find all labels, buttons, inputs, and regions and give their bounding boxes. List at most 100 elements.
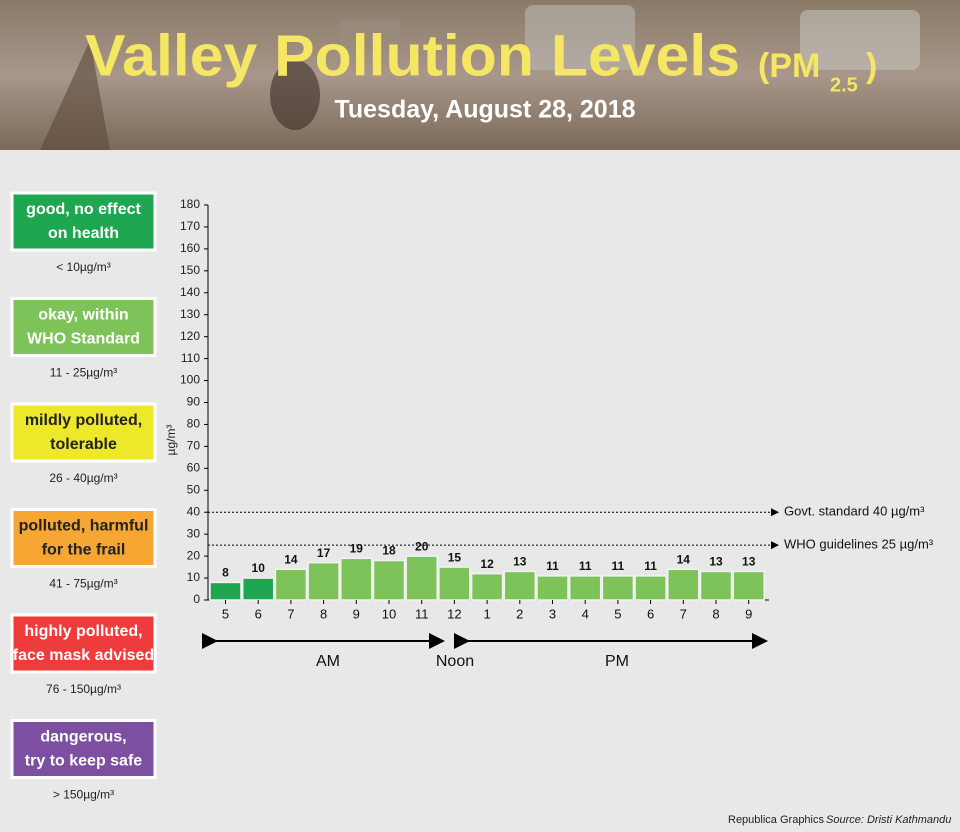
bar	[372, 559, 406, 601]
y-tick-label: 0	[193, 592, 200, 606]
legend-box	[10, 508, 157, 568]
subtitle: Tuesday, August 28, 2018	[334, 96, 635, 124]
y-tick-label: 160	[180, 241, 200, 255]
value-label: 11	[612, 559, 625, 573]
bar	[601, 575, 635, 601]
reference-label: WHO guidelines 25 µg/m³	[784, 537, 934, 552]
x-tick-label: 12	[447, 606, 461, 621]
legend-label: WHO Standard	[27, 331, 140, 348]
legend-range: < 10µg/m³	[56, 260, 111, 274]
legend-range: 11 - 25µg/m³	[50, 366, 117, 380]
value-label: 20	[415, 539, 429, 553]
y-tick-label: 30	[187, 526, 201, 540]
x-tick-label: 7	[680, 606, 687, 621]
value-label: 12	[480, 557, 494, 571]
x-tick-label: 8	[712, 606, 719, 621]
value-label: 11	[644, 559, 657, 573]
x-tick-label: 10	[382, 606, 396, 621]
title-pm-sub: 2.5	[830, 74, 858, 96]
legend-range: 26 - 40µg/m³	[49, 471, 117, 485]
y-tick-label: 40	[187, 504, 201, 518]
reference-label: Govt. standard 40 µg/m³	[784, 504, 925, 519]
photo-shapes	[40, 5, 920, 150]
bar	[699, 570, 733, 601]
x-tick-label: 7	[287, 606, 294, 621]
bar	[536, 575, 569, 601]
period-label: Noon	[436, 653, 474, 670]
value-label: 11	[546, 559, 559, 573]
value-label: 13	[742, 555, 756, 569]
value-label: 19	[350, 541, 364, 555]
y-tick-label: 110	[181, 351, 200, 365]
bar	[503, 570, 537, 601]
x-tick-label: 9	[745, 606, 752, 621]
y-tick-label: 70	[187, 439, 201, 453]
y-tick-label: 150	[180, 263, 200, 277]
title: Valley Pollution Levels	[85, 23, 740, 88]
legend-label: highly polluted,	[24, 623, 142, 640]
value-label: 17	[317, 546, 331, 560]
x-tick-label: 11	[415, 606, 429, 621]
y-axis-label: µg/m³	[164, 425, 178, 456]
value-label: 11	[579, 559, 592, 573]
legend-label: try to keep safe	[25, 753, 142, 770]
y-tick-label: 50	[187, 482, 201, 496]
bar	[209, 581, 242, 601]
x-tick-label: 5	[614, 606, 621, 621]
y-tick-label: 180	[180, 197, 200, 211]
legend-box	[10, 719, 157, 779]
bar	[568, 575, 602, 601]
legend-box	[10, 191, 157, 252]
legend-range: > 150µg/m³	[53, 788, 114, 802]
legend-box	[10, 297, 157, 357]
y-tick-label: 120	[180, 329, 200, 343]
y-tick-label: 20	[187, 548, 201, 562]
value-label: 18	[382, 544, 396, 558]
legend-box	[10, 613, 157, 674]
bar	[470, 572, 504, 601]
value-label: 8	[222, 566, 229, 580]
x-tick-label: 8	[320, 606, 327, 621]
y-tick-label: 100	[180, 373, 200, 387]
legend-label: tolerable	[50, 436, 117, 453]
legend-box	[10, 402, 157, 463]
legend-label: face mask advised	[13, 647, 154, 664]
legend-label: polluted, harmful	[19, 518, 149, 535]
x-tick-label: 9	[353, 606, 360, 621]
legend-label: for the frail	[42, 542, 126, 559]
value-label: 10	[252, 561, 266, 575]
x-tick-label: 4	[582, 606, 589, 621]
bar	[340, 557, 373, 601]
legend-range: 41 - 75µg/m³	[49, 577, 117, 591]
legend-label: okay, within	[38, 307, 128, 324]
x-tick-label: 3	[549, 606, 556, 621]
bar	[405, 555, 438, 601]
period-label: PM	[605, 653, 629, 670]
bar	[274, 568, 308, 601]
x-tick-label: 1	[483, 606, 490, 621]
y-tick-label: 170	[180, 219, 200, 233]
period-label: AM	[316, 653, 340, 670]
legend-label: mildly polluted,	[25, 412, 142, 429]
y-tick-label: 10	[187, 570, 201, 584]
bar	[667, 568, 700, 601]
y-tick-label: 60	[187, 461, 201, 475]
value-label: 13	[709, 555, 723, 569]
y-tick-label: 90	[187, 395, 201, 409]
value-label: 13	[513, 555, 527, 569]
legend-range: 76 - 150µg/m³	[46, 682, 121, 696]
bar	[438, 566, 471, 601]
bar	[732, 570, 765, 601]
x-tick-label: 6	[255, 606, 262, 621]
x-tick-label: 2	[516, 606, 523, 621]
title-pm-close: )	[866, 47, 877, 85]
title-pm: (PM	[758, 47, 820, 85]
value-label: 14	[677, 552, 691, 566]
x-tick-label: 6	[647, 606, 654, 621]
credit-agency: Republica Graphics	[728, 814, 824, 826]
x-tick-label: 5	[222, 606, 229, 621]
legend-label: on health	[48, 225, 119, 242]
legend-label: dangerous,	[40, 729, 126, 746]
bar	[634, 575, 667, 601]
